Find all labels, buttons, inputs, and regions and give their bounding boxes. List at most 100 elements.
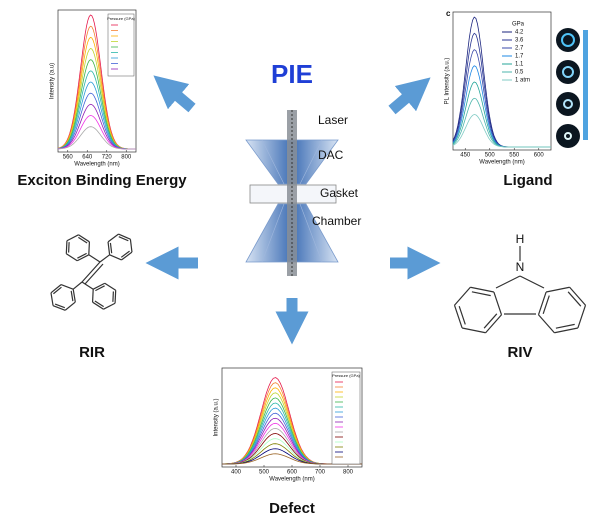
bond xyxy=(556,324,575,328)
spectrum-curve xyxy=(453,66,551,147)
bond xyxy=(66,254,77,261)
x-axis-label: Wavelength (nm) xyxy=(479,160,524,166)
bond xyxy=(554,328,578,333)
bond xyxy=(77,253,86,258)
sample-image xyxy=(556,92,580,116)
x-axis-label: Wavelength (nm) xyxy=(74,162,119,168)
legend-title: Pressure (GPa) xyxy=(107,16,135,21)
bond xyxy=(494,292,502,315)
bond xyxy=(130,239,132,252)
legend-label: 1.7 xyxy=(515,54,524,60)
bond xyxy=(108,234,118,242)
y-axis-label: Intensity (a.u.) xyxy=(214,398,220,436)
x-axis-label: Wavelength (nm) xyxy=(269,477,314,483)
bond xyxy=(578,305,586,328)
x-tick-label: 640 xyxy=(82,155,93,161)
bond xyxy=(100,255,110,262)
caption: Defect xyxy=(269,500,315,517)
bond xyxy=(472,292,491,296)
bond xyxy=(61,285,73,290)
bond xyxy=(82,282,93,289)
riv-molecule xyxy=(454,246,585,333)
bond xyxy=(65,302,75,310)
dac-label: Laser xyxy=(318,113,348,127)
x-tick-label: 600 xyxy=(534,153,545,159)
dac-label: DAC xyxy=(318,148,344,162)
bond xyxy=(95,286,104,291)
legend-label: 2.7 xyxy=(515,46,524,52)
bond xyxy=(110,243,111,253)
legend-box xyxy=(332,372,360,464)
bond xyxy=(496,276,520,288)
spectrum-curve xyxy=(453,115,551,148)
x-tick-label: 600 xyxy=(287,470,298,476)
legend-title: Pressure (GPa) xyxy=(332,373,360,378)
bond xyxy=(546,287,570,292)
x-tick-label: 550 xyxy=(509,153,520,159)
x-tick-label: 500 xyxy=(259,470,270,476)
spectrum-curve xyxy=(453,17,551,147)
bond xyxy=(51,293,53,306)
bond xyxy=(520,276,544,288)
caption: RIV xyxy=(507,344,532,361)
legend-label: 1 atm xyxy=(515,78,530,84)
x-tick-label: 800 xyxy=(121,155,132,161)
legend-box xyxy=(108,14,134,76)
bond xyxy=(108,242,110,255)
bond xyxy=(89,255,100,262)
bond xyxy=(470,287,494,292)
bond xyxy=(85,264,103,284)
dac-label: Gasket xyxy=(320,186,359,200)
x-tick-label: 560 xyxy=(63,155,74,161)
bond xyxy=(454,305,462,328)
figure: PIE Laser DAC Gasket Chamber Exciton Bin… xyxy=(0,0,593,519)
x-tick-label: 800 xyxy=(343,470,354,476)
bond xyxy=(89,242,90,255)
bond xyxy=(67,235,79,241)
legend-label: 4.2 xyxy=(515,30,524,36)
bond xyxy=(53,306,65,311)
x-tick-label: 450 xyxy=(460,153,471,159)
caption: Exciton Binding Energy xyxy=(17,172,187,189)
x-tick-label: 500 xyxy=(485,153,496,159)
bond xyxy=(71,291,73,301)
legend-title: GPa xyxy=(512,22,525,28)
caption: Ligand xyxy=(503,172,552,189)
bond xyxy=(73,282,82,289)
x-tick-label: 720 xyxy=(102,155,113,161)
bond xyxy=(484,314,497,328)
plot-frame xyxy=(453,12,551,150)
legend-label: 3.6 xyxy=(515,38,524,44)
bond xyxy=(538,315,554,333)
sample-image xyxy=(556,124,580,148)
panel-letter: c xyxy=(446,9,451,18)
bond xyxy=(115,290,116,303)
bond xyxy=(105,283,116,290)
x-tick-label: 700 xyxy=(315,470,326,476)
x-tick-label: 400 xyxy=(231,470,242,476)
bond xyxy=(73,289,75,302)
sample-image xyxy=(556,28,580,52)
bond xyxy=(66,241,67,254)
title: PIE xyxy=(271,59,313,89)
bond xyxy=(538,292,546,315)
bond xyxy=(454,287,470,305)
rir-molecule xyxy=(51,234,132,310)
bond xyxy=(568,292,581,306)
bond xyxy=(118,234,130,239)
caption: RIR xyxy=(79,344,105,361)
bond xyxy=(82,262,100,282)
atom-label: H xyxy=(516,232,525,246)
spectrum-curve xyxy=(453,82,551,147)
y-axis-label: Intensity (a.u) xyxy=(50,63,56,99)
y-axis-label: PL Intensity (a.u.) xyxy=(445,58,451,105)
dac-label: Chamber xyxy=(312,214,361,228)
legend-label: 1.1 xyxy=(515,62,524,68)
atom-label: N xyxy=(516,260,525,274)
bond xyxy=(462,328,486,333)
bond xyxy=(104,303,116,309)
sample-image xyxy=(556,60,580,84)
legend-label: 0.5 xyxy=(515,70,524,76)
bond xyxy=(110,255,122,260)
bond xyxy=(93,289,94,302)
